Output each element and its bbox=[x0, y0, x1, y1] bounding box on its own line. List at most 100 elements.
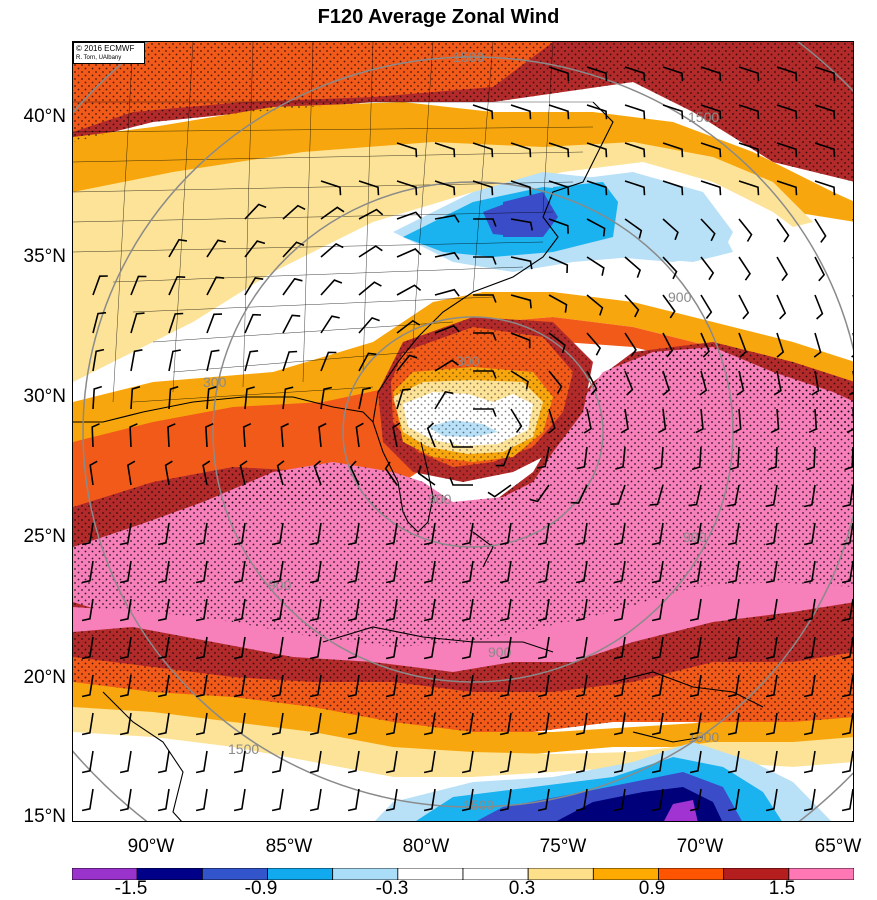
wind-barb bbox=[841, 598, 853, 622]
wind-barb bbox=[396, 354, 418, 372]
wind-barb bbox=[808, 408, 818, 434]
wind-barb bbox=[510, 370, 529, 390]
north-orange-region bbox=[73, 102, 853, 272]
lon-label: 70°W bbox=[676, 836, 724, 857]
credit-line-1: © 2016 ECMWF bbox=[76, 44, 135, 53]
wind-barb bbox=[803, 484, 816, 508]
wind-barb bbox=[396, 180, 418, 196]
wind-barb bbox=[461, 522, 474, 546]
wind-barb bbox=[271, 636, 284, 660]
wind-barb bbox=[461, 788, 474, 812]
map-panel: 1500 1500 900 300 300 900 900 900 900 15… bbox=[72, 41, 854, 822]
wind-barb bbox=[347, 522, 360, 546]
wind-barb bbox=[765, 484, 778, 508]
wind-barb bbox=[613, 560, 626, 584]
wind-barb bbox=[195, 636, 208, 660]
wind-barb bbox=[499, 560, 512, 584]
wind-barb bbox=[803, 750, 816, 774]
state-county-mesh bbox=[73, 42, 594, 403]
wind-barb bbox=[81, 788, 94, 812]
wind-barb bbox=[423, 560, 436, 584]
wind-barb bbox=[195, 712, 208, 736]
wind-barb bbox=[423, 522, 436, 546]
wind-barb bbox=[309, 788, 322, 812]
wind-barb bbox=[700, 180, 722, 196]
wind-barb bbox=[499, 788, 512, 812]
lat-label: 20°N bbox=[23, 667, 66, 688]
wind-barb bbox=[473, 256, 497, 265]
wind-barb bbox=[195, 560, 208, 584]
wind-barb bbox=[575, 522, 588, 546]
wind-barb bbox=[846, 409, 853, 434]
wind-barb bbox=[157, 598, 170, 622]
wind-barb bbox=[81, 560, 94, 584]
wind-barb bbox=[651, 560, 664, 584]
wind-barb bbox=[727, 636, 740, 660]
wind-barb bbox=[168, 349, 181, 372]
wind-barb bbox=[624, 104, 646, 120]
wind-barb bbox=[313, 460, 322, 486]
wind-barb bbox=[662, 180, 684, 196]
wind-barb bbox=[548, 218, 569, 234]
wind-barb bbox=[586, 370, 598, 396]
wind-barb bbox=[848, 371, 853, 396]
wind-barb bbox=[347, 712, 360, 736]
wind-barb bbox=[651, 598, 664, 622]
wind-barb bbox=[233, 598, 246, 622]
wind-barb bbox=[738, 104, 760, 120]
wind-barb bbox=[127, 460, 136, 486]
wind-barb bbox=[320, 180, 342, 196]
wind-barb bbox=[423, 636, 436, 660]
wind-barb bbox=[271, 674, 284, 698]
wind-barb bbox=[157, 712, 170, 736]
wind-barb bbox=[691, 446, 702, 471]
wind-barb bbox=[320, 279, 343, 296]
wind-barb bbox=[271, 750, 284, 774]
wind-barb bbox=[206, 386, 217, 410]
wind-barb bbox=[461, 598, 474, 622]
wind-barb bbox=[473, 294, 497, 303]
colorbar-label: -1.5 bbox=[114, 878, 148, 899]
wind-barb bbox=[548, 294, 568, 313]
wind-barb bbox=[385, 674, 398, 698]
wind-barb bbox=[206, 276, 225, 296]
wind-barb bbox=[434, 180, 456, 196]
wind-barb bbox=[384, 461, 398, 486]
colorbar-label: 0.3 bbox=[508, 878, 536, 899]
wind-barb bbox=[765, 788, 778, 812]
wind-barb bbox=[168, 238, 188, 258]
wind-barb bbox=[358, 281, 382, 296]
wind-barb bbox=[852, 143, 853, 144]
wind-barb bbox=[852, 295, 853, 298]
wind-barb bbox=[651, 636, 664, 660]
wind-barb bbox=[613, 712, 626, 736]
wind-barb bbox=[841, 788, 853, 812]
lon-label: 65°W bbox=[814, 836, 862, 857]
wind-barb bbox=[81, 598, 94, 622]
wind-barb bbox=[426, 422, 436, 448]
wind-barb bbox=[624, 180, 646, 196]
wind-barb bbox=[423, 598, 436, 622]
wind-barb bbox=[92, 275, 108, 296]
wind-barb bbox=[499, 712, 512, 736]
wind-barb bbox=[841, 636, 853, 660]
wind-barb bbox=[157, 522, 170, 546]
wind-barb bbox=[657, 408, 667, 434]
wind-barb bbox=[347, 560, 360, 584]
wind-barb bbox=[575, 598, 588, 622]
wind-barb bbox=[613, 522, 626, 546]
wind-barb bbox=[92, 348, 105, 372]
wind-barb bbox=[537, 712, 550, 736]
wind-barb bbox=[358, 180, 380, 196]
wind-barb bbox=[81, 750, 94, 774]
contour-label: 1500 bbox=[453, 49, 484, 65]
lat-label: 15°N bbox=[23, 806, 66, 827]
wind-barb bbox=[842, 484, 853, 508]
wind-barb bbox=[613, 636, 626, 660]
wind-barb bbox=[575, 674, 588, 698]
colorbar-label: 0.9 bbox=[638, 878, 666, 899]
wind-barb bbox=[852, 105, 853, 106]
wind-barb bbox=[320, 242, 344, 258]
wind-barb bbox=[130, 349, 143, 372]
wind-barb bbox=[776, 332, 785, 358]
